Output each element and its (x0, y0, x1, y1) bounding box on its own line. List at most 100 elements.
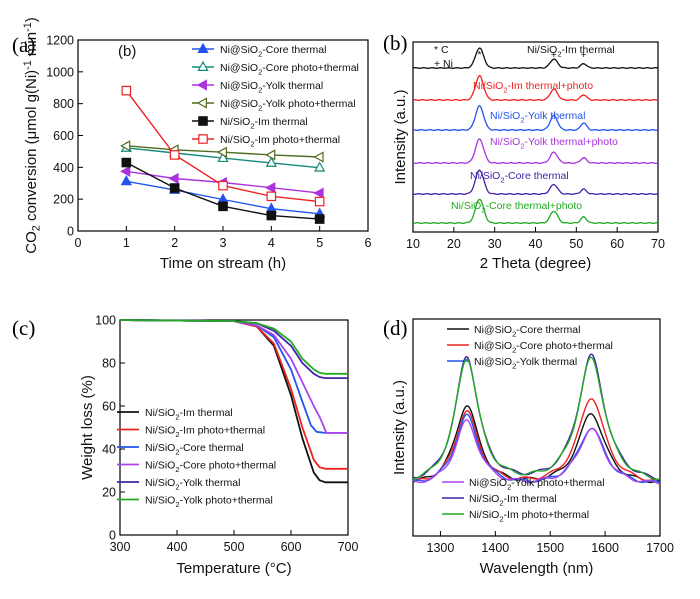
panel-b-series-label: Ni/SiO2-Yolk thermal+photo (490, 136, 618, 151)
panel-a-xtick-label: 6 (365, 236, 372, 250)
panel-a-ytick-label: 200 (53, 193, 74, 207)
panel-a-xtick-label: 2 (171, 236, 178, 250)
panel-c-legend-label: Ni/SiO2-Yolk photo+thermal (145, 495, 273, 510)
panel-a-data-point (313, 151, 324, 163)
panel-c-series: Ni/SiO2-Core photo+thermal (117, 319, 348, 474)
panel-a-legend-marker (197, 60, 209, 71)
panel-a-legend-label: Ni/SiO2-Im photo+thermal (220, 134, 340, 149)
panel-d-letter: (d) (383, 316, 408, 340)
panel-d-xtick-label: 1600 (591, 541, 619, 555)
panel-b-series-label: Ni/SiO2-Core thermal+photo (451, 200, 582, 215)
panel-a-xtick-label: 0 (75, 236, 82, 250)
panel-d-legend-label: Ni/SiO2-Im thermal (469, 493, 557, 508)
panel-a-inner-label: (b) (118, 43, 136, 60)
panel-b-series-line (412, 104, 659, 132)
panel-a-xtick-label: 3 (220, 236, 227, 250)
panel-d-series: Ni/SiO2-Im photo+thermal (412, 356, 661, 524)
panel-a-ytick-label: 1000 (46, 65, 74, 79)
panel-a-data-point (120, 175, 132, 186)
panel-a-legend-label: Ni@SiO2-Core photo+thermal (220, 62, 359, 77)
panel-b-series-line (412, 138, 659, 165)
panel-b-series: Ni/SiO2-Im thermal (412, 44, 659, 69)
panel-c-series-line (119, 319, 348, 375)
panel-d-xtick-label: 1700 (646, 541, 674, 555)
panel-a-legend-marker (198, 116, 208, 126)
panel-b-series: Ni/SiO2-Yolk thermal (412, 104, 659, 132)
panel-a-data-point (218, 180, 228, 191)
panel-a: 0 1 2 3 4 5 6 0 200 400 600 800 1000 1200 (a) (b) Time o… (12, 17, 372, 272)
panel-b-series-label: Ni/SiO2-Yolk thermal (490, 110, 585, 125)
panel-b-series: Ni/SiO2-Core thermal (412, 169, 659, 196)
panel-b-series-label: Ni/SiO2-Core thermal (470, 170, 569, 185)
panel-d-series-line (412, 413, 661, 484)
panel-a-data-point (266, 210, 277, 221)
panel-a-data-point (216, 146, 227, 158)
panel-b-xtick-label: 60 (610, 237, 624, 251)
panel-a-data-point (121, 157, 132, 168)
panel-d-series: Ni@SiO2-Core photo+thermal (412, 340, 661, 482)
panel-d: 1300 1400 1500 1600 1700 (d) Intensity (a.u.) W… (383, 316, 674, 577)
panel-a-legend-label: Ni@SiO2-Core thermal (220, 44, 326, 59)
panel-a-data-point (218, 201, 228, 212)
panel-a-data-point (121, 85, 132, 96)
panel-a-data-point (314, 161, 326, 172)
panel-b-xlabel: 2 Theta (degree) (480, 255, 591, 272)
panel-a-legend-marker (198, 134, 208, 144)
panel-a-legend-marker (196, 79, 207, 91)
panel-a-data-point (314, 214, 325, 224)
panel-c-series: Ni/SiO2-Yolk photo+thermal (117, 319, 348, 510)
panel-a-data-point (169, 150, 180, 160)
panel-a-data-point (120, 140, 131, 152)
panel-b-xtick-label: 70 (651, 237, 665, 251)
panel-c-ytick-label: 0 (109, 529, 116, 543)
panel-a-series: Ni/SiO2-Im thermal (121, 116, 325, 224)
panel-a-letter: (a) (12, 33, 35, 57)
panel-d-ylabel: Intensity (a.u.) (391, 380, 408, 475)
panel-c-xtick-label: 500 (224, 540, 245, 554)
panel-c-ylabel: Weight loss (%) (79, 375, 96, 480)
panel-a-xtick-label: 4 (268, 236, 275, 250)
panel-c-legend-label: Ni/SiO2-Im photo+thermal (145, 425, 265, 440)
panel-c-letter: (c) (12, 316, 35, 340)
panel-a-xlabel: Time on stream (h) (160, 255, 286, 272)
panel-a-data-point (314, 196, 325, 207)
panel-a-legend-label: Ni@SiO2-Yolk thermal (220, 80, 323, 95)
panel-c-legend-label: Ni/SiO2-Core thermal (145, 442, 244, 457)
panel-c-xtick-label: 300 (110, 540, 131, 554)
panel-a-series: Ni@SiO2-Yolk thermal (120, 79, 324, 199)
panel-c-xlabel: Temperature (°C) (176, 560, 291, 577)
panel-d-series-line (412, 419, 661, 485)
panel-d-legend-label: Ni@SiO2-Core thermal (474, 324, 580, 339)
panel-b-ylabel: Intensity (a.u.) (392, 89, 409, 184)
panel-a-data-point (120, 165, 131, 177)
panel-d-frame (412, 318, 661, 537)
panel-d-legend-label: Ni@SiO2-Yolk photo+thermal (469, 477, 605, 492)
panel-a-ytick-label: 800 (53, 97, 74, 111)
panel-c-ytick-label: 80 (102, 357, 116, 371)
panel-b-series-line (412, 198, 658, 225)
panel-a-xtick-label: 1 (123, 236, 130, 250)
panel-c-xtick-label: 400 (167, 540, 188, 554)
panel-d-series: Ni@SiO2-Yolk thermal (412, 356, 661, 484)
panel-c-ytick-label: 40 (102, 443, 116, 457)
panel-c-ytick-label: 60 (102, 400, 116, 414)
panel-b-series: Ni/SiO2-Core thermal+photo (412, 198, 658, 225)
panel-d-xtick-label: 1300 (427, 541, 455, 555)
panel-a-data-point (266, 191, 277, 202)
panel-b-peak-marker: + (551, 49, 557, 61)
panel-c-ytick-label: 100 (95, 314, 116, 328)
panel-a-data-point (313, 187, 324, 199)
panel-d-xtick-label: 1500 (536, 541, 564, 555)
panel-b-xtick-label: 40 (529, 237, 543, 251)
panel-b-series: Ni/SiO2-Im thermal+photo (412, 75, 659, 102)
panel-c-xtick-label: 600 (281, 540, 302, 554)
panel-d-legend-label: Ni/SiO2-Im photo+thermal (469, 509, 589, 524)
panel-d-xtick-label: 1400 (481, 541, 509, 555)
panel-c: 300 400 500 600 700 0 20 40 60 80 100 (c) Weight los… (12, 314, 358, 578)
panel-a-data-point (169, 183, 180, 193)
panel-c-ytick-label: 20 (102, 486, 116, 500)
panel-d-legend-label: Ni@SiO2-Yolk thermal (474, 356, 577, 371)
panel-a-data-point (168, 172, 179, 185)
panel-a-data-point (217, 151, 229, 163)
